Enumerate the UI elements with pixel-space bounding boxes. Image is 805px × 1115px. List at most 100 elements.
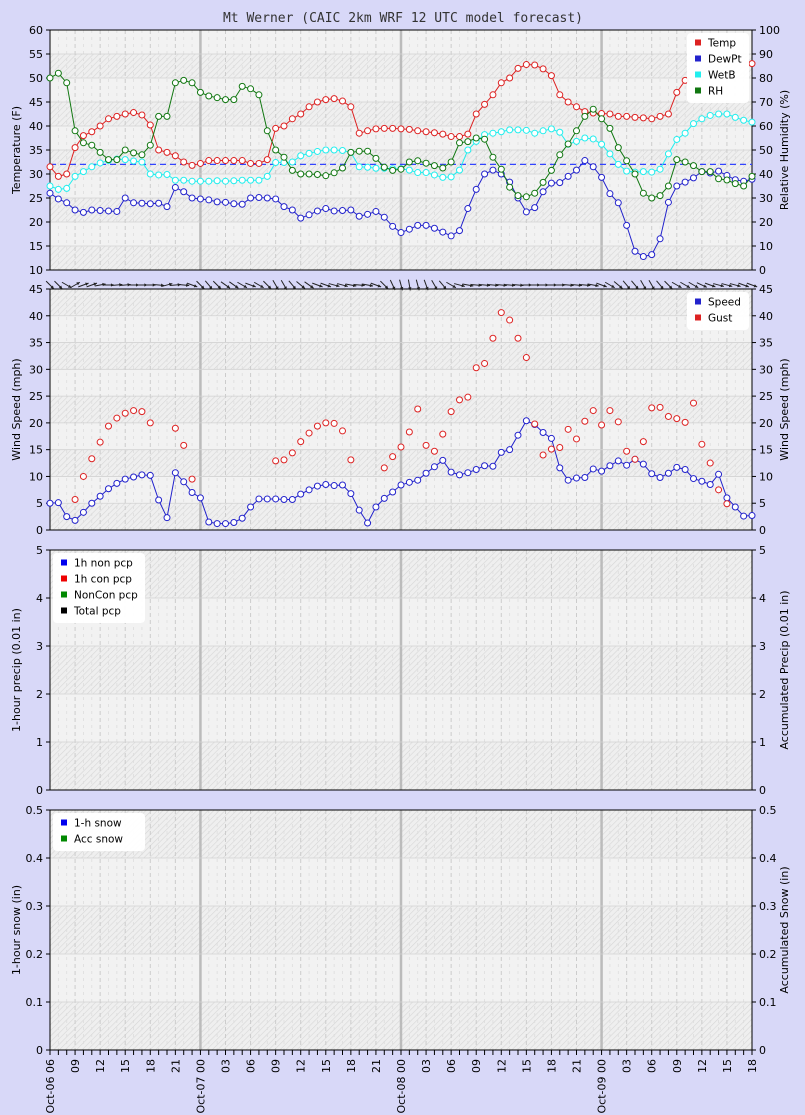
wind-arrow <box>631 280 639 290</box>
data-point <box>731 503 739 511</box>
data-point <box>46 74 54 82</box>
data-point <box>163 148 171 156</box>
data-point <box>288 115 296 123</box>
wind-arrow <box>70 281 81 289</box>
data-point <box>222 520 229 528</box>
wind-arrow-head <box>603 284 607 288</box>
data-point <box>573 474 580 482</box>
data-point <box>589 135 597 143</box>
data-point <box>430 447 438 455</box>
data-point <box>247 503 255 511</box>
x-tick-label: 09 <box>69 1059 82 1073</box>
wind-arrow <box>389 279 396 291</box>
data-point <box>514 334 522 342</box>
y-tick-label: 0.5 <box>26 804 44 817</box>
wind-arrow <box>212 280 222 290</box>
wind-arrow <box>738 282 749 288</box>
x-tick-label: 18 <box>144 1059 157 1073</box>
data-point <box>614 418 622 426</box>
data-point <box>489 153 497 161</box>
data-point <box>573 435 580 443</box>
data-point <box>639 189 647 197</box>
data-point <box>205 92 213 100</box>
data-point <box>263 495 271 503</box>
y2-tick-label: 90 <box>759 48 773 61</box>
data-point <box>171 152 179 160</box>
data-point <box>238 82 246 90</box>
panel-frame <box>49 549 753 791</box>
wind-arrow <box>280 279 288 291</box>
y-tick-label: 1 <box>36 736 43 749</box>
data-point <box>731 180 739 188</box>
data-point <box>506 316 514 324</box>
data-point <box>573 137 580 145</box>
y-tick-label: 20 <box>29 216 43 229</box>
data-point <box>439 164 447 172</box>
data-point <box>664 110 672 118</box>
x-tick-label: Oct-08 00 <box>395 1059 408 1113</box>
data-point <box>439 130 447 138</box>
wind-arrow-head <box>461 284 465 288</box>
data-point <box>631 247 639 255</box>
data-point <box>71 206 79 214</box>
data-point <box>88 206 96 214</box>
wind-arrow-head <box>678 284 682 288</box>
data-point <box>71 127 79 135</box>
data-point <box>213 198 221 206</box>
wind-arrow-head <box>344 284 348 288</box>
data-point <box>255 495 263 503</box>
data-point <box>288 495 296 503</box>
wind-arrow-head <box>185 283 190 287</box>
data-point <box>238 157 246 165</box>
data-point <box>355 163 363 171</box>
data-point <box>121 475 129 483</box>
data-point <box>439 173 447 181</box>
data-point <box>255 194 263 202</box>
y-tick-label: 30 <box>29 363 43 376</box>
panel-frame <box>49 288 753 531</box>
data-point <box>330 146 338 154</box>
wind-arrow-head <box>93 282 97 286</box>
data-point <box>230 157 238 165</box>
wind-arrow-head <box>668 285 673 289</box>
y-tick-label: 45 <box>29 96 43 109</box>
legend: 1h non pcp 1h con pcp NonCon pcp Total pcp <box>53 553 145 623</box>
legend-swatch <box>61 835 67 842</box>
data-point <box>188 177 196 185</box>
x-tick-label: 21 <box>571 1059 584 1073</box>
legend-label: Gust <box>708 313 732 325</box>
data-point <box>389 222 397 230</box>
y2-tick-label: 45 <box>759 283 773 296</box>
wind-arrow-head <box>168 282 173 286</box>
data-point <box>339 206 346 214</box>
data-point <box>130 199 138 207</box>
legend-swatch <box>695 298 701 305</box>
legend-label: WetB <box>708 70 736 82</box>
y-tick-label: 30 <box>29 168 43 181</box>
data-point <box>380 163 388 171</box>
wind-arrow-head <box>260 284 264 288</box>
data-point <box>472 185 480 193</box>
data-point <box>715 175 723 183</box>
data-point <box>573 166 580 174</box>
y2-tick-label: 0 <box>759 524 766 537</box>
legend-label: 1h con pcp <box>74 574 132 586</box>
x-tick-label: 06 <box>445 1059 458 1073</box>
data-point <box>723 176 731 184</box>
data-point <box>606 110 614 118</box>
x-tick-label: 09 <box>671 1059 684 1073</box>
data-point <box>163 514 171 522</box>
wind-arrow <box>161 282 173 287</box>
data-point <box>305 170 313 178</box>
data-point <box>614 160 622 168</box>
data-point <box>556 444 564 452</box>
data-point <box>171 176 179 184</box>
data-point <box>397 125 405 133</box>
data-point <box>606 190 614 198</box>
y2-axis-label: Accumulated Precip (0.01 in) <box>778 590 791 749</box>
data-point <box>146 141 154 149</box>
data-point <box>339 481 346 489</box>
y-tick-label: 2 <box>36 688 43 701</box>
y-tick-label: 0.4 <box>26 852 44 865</box>
